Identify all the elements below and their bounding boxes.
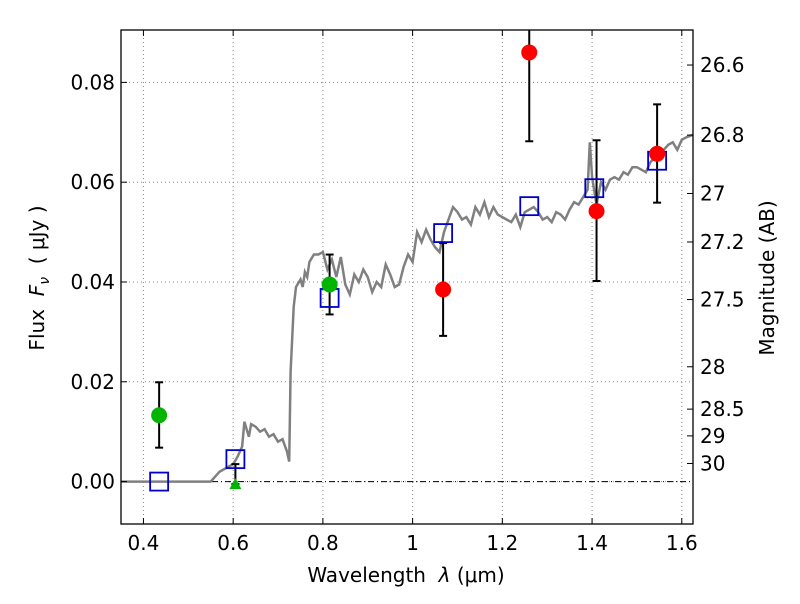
data-markers (149, 44, 668, 492)
x-tick-label: 1.6 (666, 531, 698, 555)
y-tick-label: 0.02 (70, 370, 115, 394)
x-tick-label: 0.4 (128, 531, 160, 555)
red-data-point (649, 145, 666, 162)
magnitude-tick-label: 27 (700, 181, 725, 205)
y-tick-label: 0.04 (70, 270, 115, 294)
grid-lines (121, 30, 693, 524)
magnitude-tick-label: 26.8 (700, 123, 745, 147)
x-tick-label: 0.8 (307, 531, 339, 555)
y-tick-label: 0.06 (70, 170, 115, 194)
green-upper-limit-triangle (229, 478, 242, 490)
y-tick-label: 0.00 (70, 470, 115, 494)
model-band-square (519, 196, 540, 217)
red-data-point (435, 281, 452, 298)
x-axis-label: Wavelength λ (μm) (307, 563, 504, 587)
x-tick-label: 1.4 (576, 531, 608, 555)
green-data-point (321, 276, 338, 293)
red-data-point (588, 203, 605, 220)
model-band-square (433, 223, 454, 243)
model-band-square (225, 449, 246, 470)
axis-ticks: 0.4 0.6 0.8 1 1.2 1.4 1.6 0.00 0.02 0.04 0.06 0.08 2… (70, 30, 745, 555)
magnitude-tick-label: 28 (700, 355, 725, 379)
magnitude-axis-label: Magnitude (AB) (755, 200, 779, 355)
y-axis-label: Flux Fν ( μJy ) (25, 205, 53, 350)
model-spectrum-line (121, 133, 694, 483)
model-band-square (149, 471, 170, 492)
magnitude-tick-label: 27.5 (700, 288, 745, 312)
magnitude-tick-label: 28.5 (700, 397, 745, 421)
magnitude-tick-label: 26.6 (700, 53, 745, 77)
green-data-point (151, 407, 168, 424)
model-band-square (584, 178, 605, 199)
plot-frame (120, 29, 694, 525)
magnitude-tick-label: 30 (700, 451, 725, 475)
x-tick-label: 1.2 (486, 531, 518, 555)
magnitude-tick-label: 27.2 (700, 230, 745, 254)
x-tick-label: 0.6 (217, 531, 249, 555)
magnitude-tick-label: 29 (700, 424, 725, 448)
x-tick-label: 1 (406, 531, 419, 555)
y-tick-label: 0.08 (70, 70, 115, 94)
red-data-point (521, 44, 538, 61)
